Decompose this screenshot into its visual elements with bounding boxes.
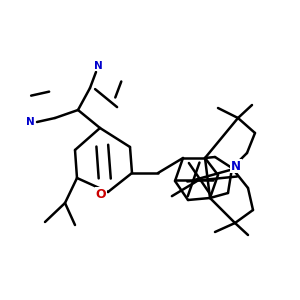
Text: O: O — [96, 188, 106, 200]
Text: N: N — [26, 117, 34, 127]
Text: N: N — [231, 160, 241, 172]
Text: N: N — [94, 61, 102, 71]
